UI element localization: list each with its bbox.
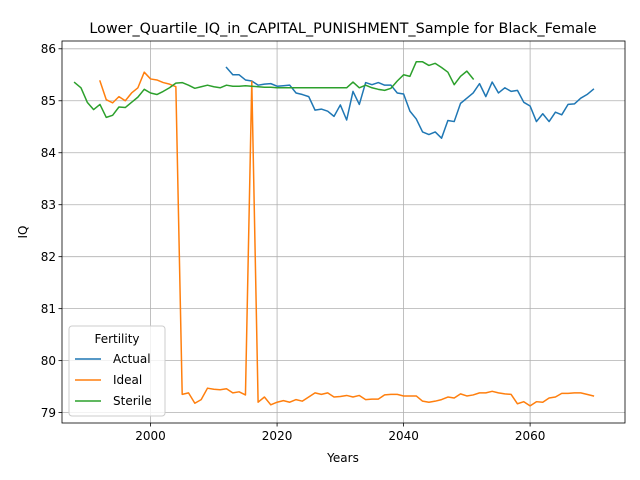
x-tick-label: 2020 <box>262 429 293 443</box>
plot-frame <box>61 40 626 424</box>
x-tick-label: 2060 <box>515 429 546 443</box>
legend-box <box>68 325 166 417</box>
x-axis-label: Years <box>326 451 359 465</box>
series-line-sterile <box>73 61 475 119</box>
legend-label-actual: Actual <box>113 352 151 366</box>
y-axis-ticks: 79 80 81 82 83 84 85 86 <box>41 42 62 420</box>
x-tick-label: 2040 <box>388 429 419 443</box>
y-axis-label: IQ <box>16 226 30 239</box>
y-tick-label: 84 <box>41 146 56 160</box>
x-axis-ticks: 2000 2020 2040 2060 <box>135 423 545 443</box>
grid <box>62 41 625 423</box>
series-line-actual <box>225 66 595 139</box>
chart-title: Lower_Quartile_IQ_in_CAPITAL_PUNISHMENT_… <box>89 21 596 37</box>
y-tick-label: 79 <box>41 406 56 420</box>
x-tick-label: 2000 <box>135 429 166 443</box>
legend-title: Fertility <box>94 332 139 346</box>
y-tick-label: 86 <box>41 42 56 56</box>
legend: Fertility Actual Ideal Sterile <box>68 325 166 417</box>
legend-label-ideal: Ideal <box>113 373 142 387</box>
series-line-ideal <box>99 71 595 407</box>
y-tick-label: 83 <box>41 198 56 212</box>
y-tick-label: 82 <box>41 250 56 264</box>
legend-label-sterile: Sterile <box>113 394 152 408</box>
y-tick-label: 80 <box>41 354 56 368</box>
series-lines <box>73 61 595 407</box>
y-tick-label: 81 <box>41 302 56 316</box>
y-tick-label: 85 <box>41 94 56 108</box>
